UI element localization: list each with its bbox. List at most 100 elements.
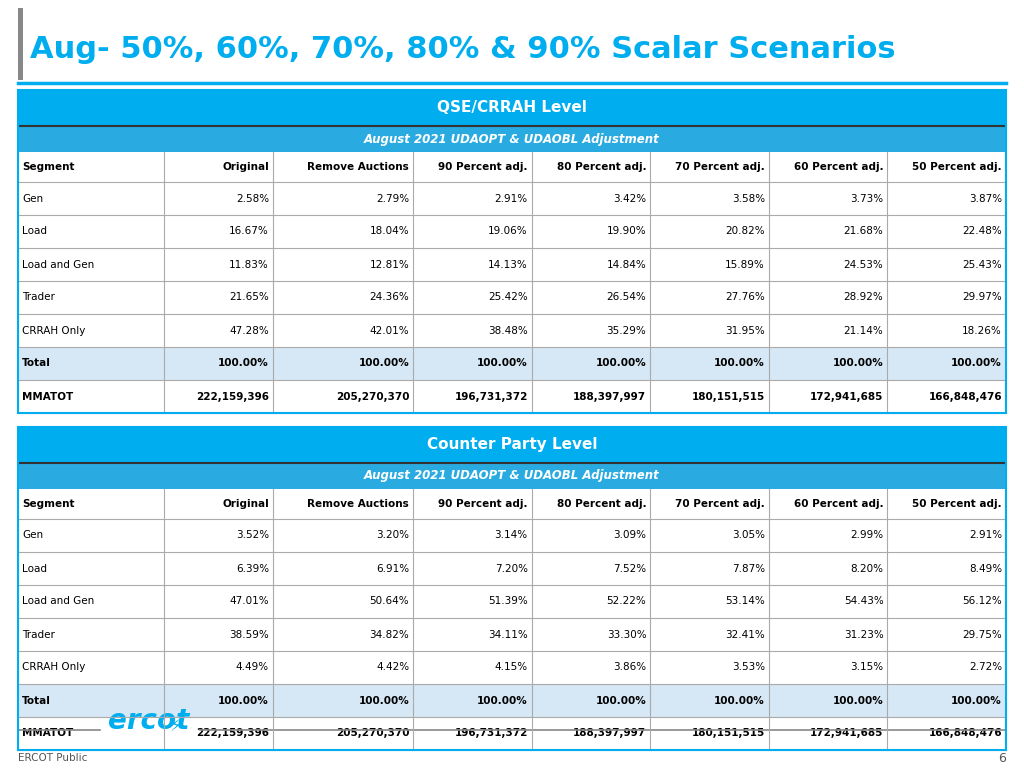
Text: 100.00%: 100.00% [218,359,269,369]
Text: 100.00%: 100.00% [596,359,646,369]
Bar [18,585,1006,618]
Text: Segment: Segment [22,162,75,172]
Text: Total: Total [22,359,51,369]
Text: Trader: Trader [22,630,55,640]
Text: 19.06%: 19.06% [488,227,527,237]
Text: 4.15%: 4.15% [495,663,527,673]
Text: 100.00%: 100.00% [714,359,765,369]
Text: 56.12%: 56.12% [963,597,1002,607]
Text: 50 Percent adj.: 50 Percent adj. [912,162,1002,172]
Bar [18,281,1006,314]
Text: 222,159,396: 222,159,396 [196,392,269,402]
Text: 3.73%: 3.73% [850,194,884,204]
Text: Gen: Gen [22,531,43,541]
Text: 172,941,685: 172,941,685 [810,392,884,402]
Text: 21.68%: 21.68% [844,227,884,237]
Text: 33.30%: 33.30% [606,630,646,640]
Text: 80 Percent adj.: 80 Percent adj. [557,499,646,509]
Text: Remove Auctions: Remove Auctions [307,162,410,172]
Text: 3.86%: 3.86% [613,663,646,673]
Bar [18,314,1006,347]
Text: 2.72%: 2.72% [969,663,1002,673]
Text: Load and Gen: Load and Gen [22,260,94,270]
Text: 31.95%: 31.95% [725,326,765,336]
Text: CRRAH Only: CRRAH Only [22,663,85,673]
Text: 70 Percent adj.: 70 Percent adj. [675,162,765,172]
Text: 11.83%: 11.83% [229,260,269,270]
Text: 166,848,476: 166,848,476 [929,729,1002,739]
Bar [18,152,1006,182]
Text: 18.26%: 18.26% [963,326,1002,336]
Text: 8.49%: 8.49% [969,564,1002,574]
Bar [18,126,1006,152]
Text: 7.20%: 7.20% [495,564,527,574]
Text: 100.00%: 100.00% [833,696,884,706]
Bar [18,347,1006,380]
Text: 6.39%: 6.39% [236,564,269,574]
Text: 34.11%: 34.11% [488,630,527,640]
Text: 3.52%: 3.52% [236,531,269,541]
Text: 2.58%: 2.58% [236,194,269,204]
Text: 7.52%: 7.52% [613,564,646,574]
Text: 188,397,997: 188,397,997 [573,729,646,739]
Text: Load and Gen: Load and Gen [22,597,94,607]
Text: 100.00%: 100.00% [477,696,527,706]
Text: 15.89%: 15.89% [725,260,765,270]
Text: QSE/CRRAH Level: QSE/CRRAH Level [437,101,587,115]
Text: 6: 6 [998,752,1006,764]
Text: 42.01%: 42.01% [370,326,410,336]
Text: 20.82%: 20.82% [725,227,765,237]
Text: 2.91%: 2.91% [969,531,1002,541]
Text: 34.82%: 34.82% [370,630,410,640]
Text: 100.00%: 100.00% [218,696,269,706]
Text: ERCOT Public: ERCOT Public [18,753,87,763]
Text: 14.84%: 14.84% [606,260,646,270]
Text: 3.05%: 3.05% [732,531,765,541]
Text: 50 Percent adj.: 50 Percent adj. [912,499,1002,509]
Text: 166,848,476: 166,848,476 [929,392,1002,402]
Bar [18,684,1006,717]
Text: 24.36%: 24.36% [370,293,410,303]
Text: 3.42%: 3.42% [613,194,646,204]
Text: 25.43%: 25.43% [963,260,1002,270]
Text: 7.87%: 7.87% [732,564,765,574]
Bar [18,463,1006,489]
Text: 205,270,370: 205,270,370 [336,729,410,739]
Text: 188,397,997: 188,397,997 [573,392,646,402]
Text: MMATOT: MMATOT [22,392,74,402]
Text: MMATOT: MMATOT [22,729,74,739]
Text: ercot: ercot [108,707,189,735]
Text: 180,151,515: 180,151,515 [691,729,765,739]
Bar [18,618,1006,651]
Bar [18,90,1006,413]
Text: 60 Percent adj.: 60 Percent adj. [794,499,884,509]
Text: 196,731,372: 196,731,372 [455,392,527,402]
Text: 70 Percent adj.: 70 Percent adj. [675,499,765,509]
Text: 21.14%: 21.14% [844,326,884,336]
Text: Original: Original [222,499,269,509]
Text: Load: Load [22,227,47,237]
Text: 205,270,370: 205,270,370 [336,392,410,402]
Bar [18,90,1006,126]
Text: 180,151,515: 180,151,515 [691,392,765,402]
Text: 38.59%: 38.59% [229,630,269,640]
Bar [18,427,1006,750]
Text: 50.64%: 50.64% [370,597,410,607]
Text: Load: Load [22,564,47,574]
Text: 4.49%: 4.49% [236,663,269,673]
Text: 26.54%: 26.54% [606,293,646,303]
Text: 4.42%: 4.42% [376,663,410,673]
Text: 100.00%: 100.00% [358,359,410,369]
Text: 2.99%: 2.99% [850,531,884,541]
Text: 29.97%: 29.97% [963,293,1002,303]
Text: Original: Original [222,162,269,172]
Bar [18,489,1006,519]
Bar [18,8,23,80]
Text: 32.41%: 32.41% [725,630,765,640]
Text: Aug- 50%, 60%, 70%, 80% & 90% Scalar Scenarios: Aug- 50%, 60%, 70%, 80% & 90% Scalar Sce… [30,35,896,65]
Text: 172,941,685: 172,941,685 [810,729,884,739]
Bar [18,215,1006,248]
Text: Segment: Segment [22,499,75,509]
Text: August 2021 UDAOPT & UDAOBL Adjustment: August 2021 UDAOPT & UDAOBL Adjustment [365,133,659,145]
Text: 3.14%: 3.14% [495,531,527,541]
